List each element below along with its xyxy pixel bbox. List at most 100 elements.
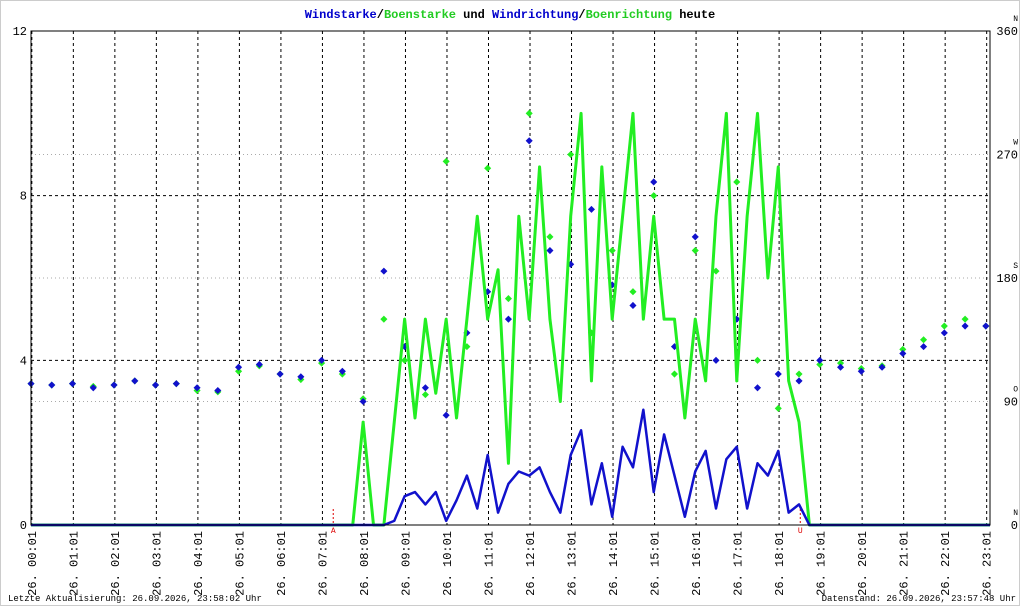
x-tick-label: 26. 00:01 (26, 531, 40, 596)
direction-point (235, 367, 243, 375)
direction-point (525, 109, 533, 117)
series-line (31, 408, 990, 527)
direction-point (484, 164, 492, 172)
x-tick-label: 26. 05:01 (233, 531, 247, 596)
x-tick-label: 26. 12:01 (524, 531, 538, 596)
y-tick-label: 4 (20, 354, 27, 368)
direction-point (816, 360, 824, 368)
footer-right: Datenstand: 26.09.2026, 23:57:48 Uhr (822, 594, 1016, 604)
x-tick-label: 26. 17:01 (732, 531, 746, 596)
direction-point (650, 192, 658, 200)
direction-point (504, 315, 512, 323)
x-tick-label: 26. 13:01 (566, 531, 580, 596)
x-tick-label: 26. 15:01 (649, 531, 663, 596)
y2-direction-label: S (1013, 262, 1018, 271)
y2-tick-label: 90 (1004, 396, 1018, 410)
direction-point (753, 356, 762, 364)
direction-point (359, 397, 367, 406)
direction-point (152, 381, 160, 389)
direction-point (920, 343, 928, 351)
x-tick-label: 26. 03:01 (150, 531, 164, 596)
y-tick-label: 8 (20, 190, 27, 204)
y2-direction-label: N (1013, 509, 1018, 518)
x-tick-label: 26. 04:01 (192, 531, 206, 596)
direction-point (380, 315, 388, 323)
direction-point (629, 288, 637, 296)
direction-point (899, 349, 907, 358)
x-tick-label: 26. 19:01 (815, 531, 829, 596)
title-part: Boenrichtung (586, 8, 672, 22)
direction-point (650, 178, 658, 186)
y2-tick-label: 360 (996, 25, 1018, 39)
y2-tick-label: 270 (996, 149, 1018, 163)
direction-point (940, 322, 948, 330)
x-tick-label: 26. 02:01 (109, 531, 123, 596)
direction-point (608, 247, 616, 255)
y2-tick-label: 180 (996, 272, 1018, 286)
direction-point (48, 381, 56, 389)
direction-point (276, 370, 284, 378)
title-part: / (377, 8, 384, 22)
footer-left: Letzte Aktualisierung: 26.09.2026, 23:58… (8, 594, 262, 604)
y2-direction-label: N (1013, 15, 1018, 24)
direction-point (774, 370, 782, 378)
direction-point (504, 295, 512, 303)
direction-point (691, 247, 699, 255)
direction-point (629, 301, 637, 309)
direction-point (816, 356, 824, 364)
direction-point (214, 386, 222, 395)
plot-border (30, 30, 991, 526)
direction-point (442, 411, 450, 419)
direction-point (878, 363, 886, 371)
x-tick-label: 26. 07:01 (316, 531, 330, 596)
x-tick-label: 26. 20:01 (856, 531, 870, 596)
y2-direction-label: W (1013, 139, 1018, 148)
direction-point (795, 370, 803, 378)
direction-point (442, 157, 450, 165)
direction-point (795, 377, 803, 385)
title-part: Windrichtung (492, 8, 578, 22)
title-part: und (456, 8, 492, 22)
direction-point (774, 404, 782, 412)
x-tick-label: 26. 14:01 (607, 531, 621, 596)
direction-point (670, 370, 679, 378)
direction-point (235, 363, 243, 371)
direction-point (297, 373, 305, 381)
x-tick-label: 26. 11:01 (482, 531, 496, 596)
y2-tick-label: 0 (1011, 519, 1018, 533)
direction-point (712, 356, 720, 364)
x-tick-label: 26. 21:01 (898, 531, 912, 596)
direction-point (89, 384, 97, 392)
y-tick-label: 12 (13, 25, 27, 39)
x-tick-label: 26. 06:01 (275, 531, 289, 596)
direction-point (567, 150, 575, 159)
direction-point (380, 267, 388, 275)
direction-point (525, 137, 533, 145)
sun-label: U (798, 527, 803, 536)
x-tick-label: 26. 09:01 (399, 531, 413, 596)
direction-point (961, 315, 969, 323)
title-part: Windstarke (305, 8, 377, 22)
direction-point (421, 391, 429, 399)
direction-point (837, 363, 845, 371)
title-part: heute (672, 8, 715, 22)
direction-point (753, 384, 762, 392)
direction-point (421, 384, 429, 392)
direction-point (837, 359, 845, 367)
direction-point (961, 322, 969, 330)
y-tick-label: 0 (20, 519, 27, 533)
x-tick-label: 26. 23:01 (981, 531, 995, 596)
title-part: / (578, 8, 585, 22)
direction-point (131, 377, 139, 385)
x-tick-label: 26. 16:01 (690, 531, 704, 596)
direction-point (712, 267, 720, 275)
x-tick-label: 26. 18:01 (773, 531, 787, 596)
direction-point (733, 178, 741, 186)
x-tick-label: 26. 10:01 (441, 531, 455, 596)
title-part: Boenstarke (384, 8, 456, 22)
direction-point (255, 360, 263, 368)
direction-point (691, 233, 699, 241)
direction-point (110, 381, 118, 389)
x-tick-label: 26. 01:01 (67, 531, 81, 596)
